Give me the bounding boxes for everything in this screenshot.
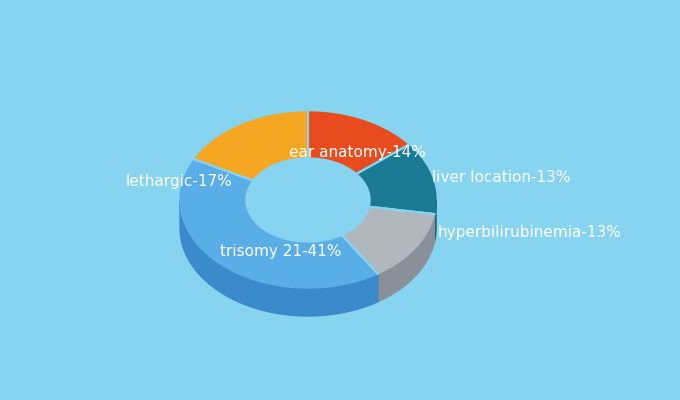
Polygon shape <box>180 202 378 316</box>
Polygon shape <box>342 207 369 263</box>
Polygon shape <box>246 201 342 270</box>
Polygon shape <box>378 214 435 302</box>
Text: hyperbilirubinemia-13%: hyperbilirubinemia-13% <box>437 225 622 240</box>
Polygon shape <box>308 112 408 174</box>
Polygon shape <box>180 159 378 288</box>
Polygon shape <box>246 158 370 242</box>
Text: ear anatomy-14%: ear anatomy-14% <box>288 144 426 160</box>
Polygon shape <box>194 112 308 180</box>
Text: trisomy 21-41%: trisomy 21-41% <box>220 244 341 260</box>
Polygon shape <box>356 145 436 214</box>
Polygon shape <box>369 200 370 235</box>
Polygon shape <box>435 200 436 242</box>
Polygon shape <box>342 207 435 274</box>
Text: lethargic-17%: lethargic-17% <box>125 174 232 189</box>
Text: liver location-13%: liver location-13% <box>432 170 571 185</box>
